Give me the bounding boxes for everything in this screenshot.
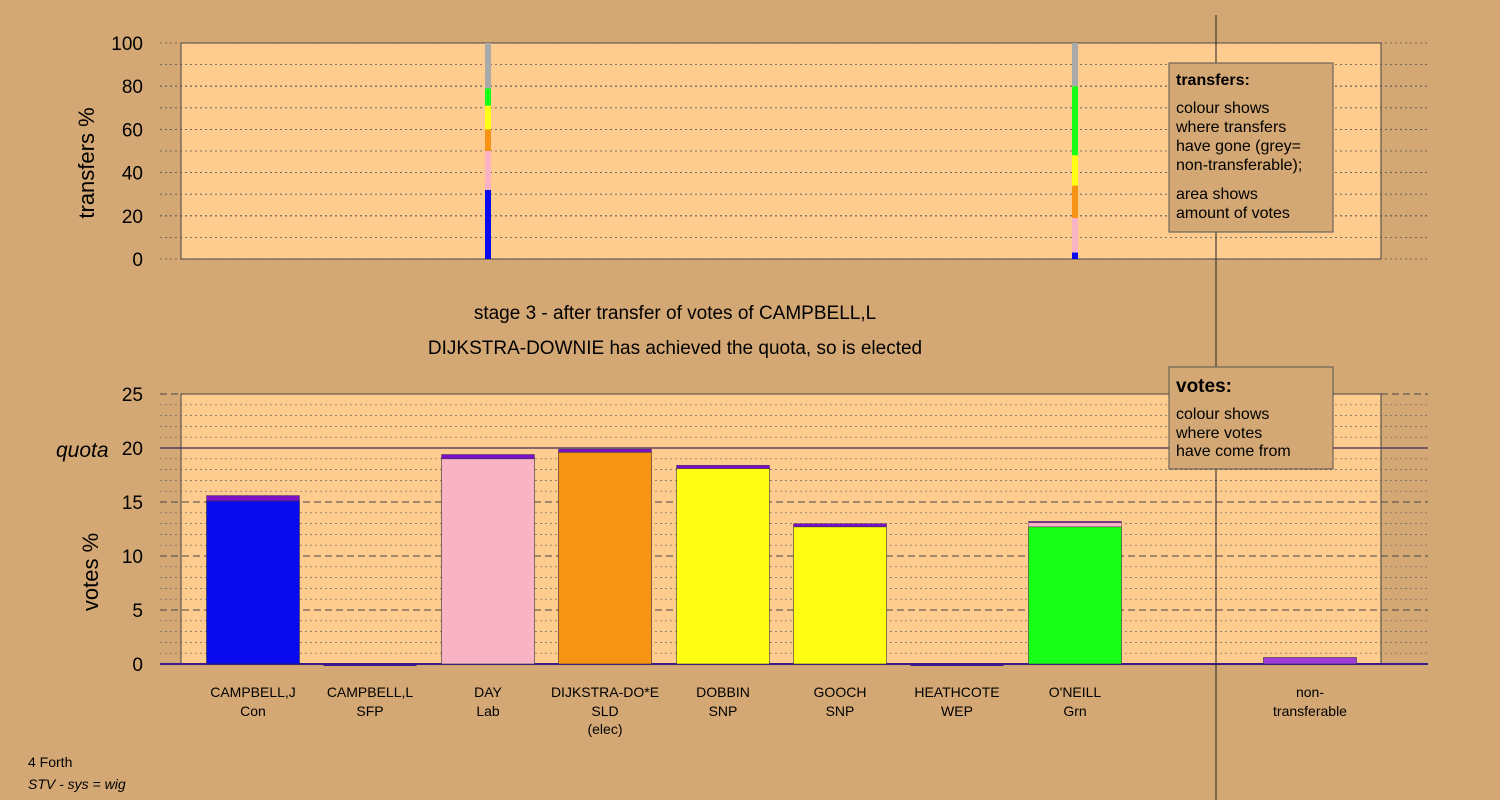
transfer-segment bbox=[485, 116, 491, 130]
vote-bar bbox=[676, 468, 770, 665]
vote-bar-segment bbox=[441, 454, 535, 460]
candidate-name: DOBBIN bbox=[696, 684, 750, 700]
y-tick-label: 60 bbox=[122, 120, 143, 141]
quota-label: quota bbox=[56, 439, 109, 462]
transfer-segment bbox=[485, 88, 491, 106]
y-tick-label: 20 bbox=[122, 207, 143, 228]
candidate-name: HEATHCOTE bbox=[914, 684, 999, 700]
y-tick-label: 20 bbox=[122, 439, 143, 460]
chart-subtitle: DIJKSTRA-DOWNIE has achieved the quota, … bbox=[428, 338, 922, 359]
transfers-legend-line: have gone (grey= bbox=[1176, 138, 1301, 155]
transfer-segment bbox=[1072, 217, 1078, 253]
candidate-name: O'NEILL bbox=[1049, 684, 1102, 700]
vote-bar bbox=[206, 500, 300, 665]
transfer-segment bbox=[485, 151, 491, 190]
transfer-segment bbox=[1072, 43, 1078, 87]
y-tick-label: 0 bbox=[132, 655, 143, 676]
y-tick-label: 10 bbox=[122, 547, 143, 568]
transfer-segment bbox=[1072, 86, 1078, 156]
transfer-segment bbox=[1072, 170, 1078, 186]
system-label: STV - sys = wig bbox=[28, 776, 126, 792]
candidate-party: Lab bbox=[476, 703, 500, 719]
y-tick-label: 80 bbox=[122, 77, 143, 98]
nontransferable-bar bbox=[1263, 657, 1357, 665]
y-tick-label: 100 bbox=[111, 34, 143, 55]
candidate-party: Grn bbox=[1063, 703, 1086, 719]
vote-bar-segment bbox=[676, 465, 770, 469]
vote-bar bbox=[793, 526, 887, 665]
transfers-legend-line: where transfers bbox=[1175, 119, 1286, 136]
transfers-legend: transfers: colour shows where transfers … bbox=[1168, 62, 1334, 233]
votes-y-ticks: 0 5 10 15 20 25 bbox=[122, 385, 143, 676]
transfer-segment bbox=[485, 105, 491, 117]
candidate-party: WEP bbox=[941, 703, 973, 719]
candidate-party: SNP bbox=[709, 703, 738, 719]
votes-y-label: votes % bbox=[78, 533, 103, 611]
vote-bar bbox=[558, 452, 652, 665]
nontransferable-label: transferable bbox=[1273, 703, 1347, 719]
y-tick-label: 40 bbox=[122, 164, 143, 185]
vote-bar-segment bbox=[558, 448, 652, 453]
votes-legend-title: votes: bbox=[1176, 376, 1232, 397]
chart-title: stage 3 - after transfer of votes of CAM… bbox=[474, 303, 876, 324]
votes-legend-line: where votes bbox=[1175, 425, 1262, 442]
transfer-segment bbox=[485, 189, 491, 259]
area-label: 4 Forth bbox=[28, 754, 73, 770]
vote-bar-segment bbox=[1028, 521, 1122, 523]
votes-legend: votes: colour shows where votes have com… bbox=[1168, 366, 1334, 470]
y-tick-label: 25 bbox=[122, 385, 143, 406]
votes-legend-line: colour shows bbox=[1176, 406, 1269, 423]
candidate-note: (elec) bbox=[587, 721, 622, 737]
y-tick-label: 15 bbox=[122, 493, 143, 514]
transfer-segment bbox=[1072, 252, 1078, 259]
transfers-legend-line: non-transferable); bbox=[1176, 157, 1302, 174]
transfers-legend-line: area shows bbox=[1176, 186, 1258, 203]
transfers-legend-line: colour shows bbox=[1176, 100, 1269, 117]
transfers-y-ticks: 0 20 40 60 80 100 bbox=[111, 34, 143, 271]
transfer-segment bbox=[485, 43, 491, 89]
candidate-name: DAY bbox=[474, 684, 502, 700]
candidate-party: SFP bbox=[356, 703, 383, 719]
candidate-name: CAMPBELL,J bbox=[210, 684, 296, 700]
transfer-segment bbox=[1072, 185, 1078, 218]
transfer-segment bbox=[1072, 155, 1078, 171]
votes-legend-box bbox=[1168, 366, 1334, 470]
vote-bar bbox=[1028, 526, 1122, 665]
vote-bar-segment bbox=[206, 495, 300, 502]
nontransferable-label: non- bbox=[1296, 684, 1324, 700]
transfers-legend-line: amount of votes bbox=[1176, 205, 1290, 222]
transfer-segment bbox=[485, 129, 491, 151]
vote-bar-segment bbox=[793, 523, 887, 528]
candidate-name: GOOCH bbox=[814, 684, 867, 700]
candidate-party: SNP bbox=[826, 703, 855, 719]
transfers-columns bbox=[485, 43, 1078, 259]
vote-bar-segment bbox=[1028, 522, 1122, 528]
votes-legend-line: have come from bbox=[1176, 443, 1291, 460]
candidate-labels: CAMPBELL,J Con CAMPBELL,L SFP DAY Lab DIJKSTRA… bbox=[210, 684, 1347, 737]
candidate-party: Con bbox=[240, 703, 266, 719]
transfers-y-label: transfers % bbox=[74, 107, 99, 218]
y-tick-label: 5 bbox=[132, 601, 143, 622]
vote-bar bbox=[441, 458, 535, 665]
transfers-legend-title: transfers: bbox=[1176, 72, 1250, 89]
candidate-party: SLD bbox=[591, 703, 618, 719]
transfers-legend-box bbox=[1168, 62, 1334, 233]
candidate-name: DIJKSTRA-DO*E bbox=[551, 684, 659, 700]
y-tick-label: 0 bbox=[132, 250, 143, 271]
votes-bars bbox=[206, 448, 1357, 666]
candidate-name: CAMPBELL,L bbox=[327, 684, 414, 700]
